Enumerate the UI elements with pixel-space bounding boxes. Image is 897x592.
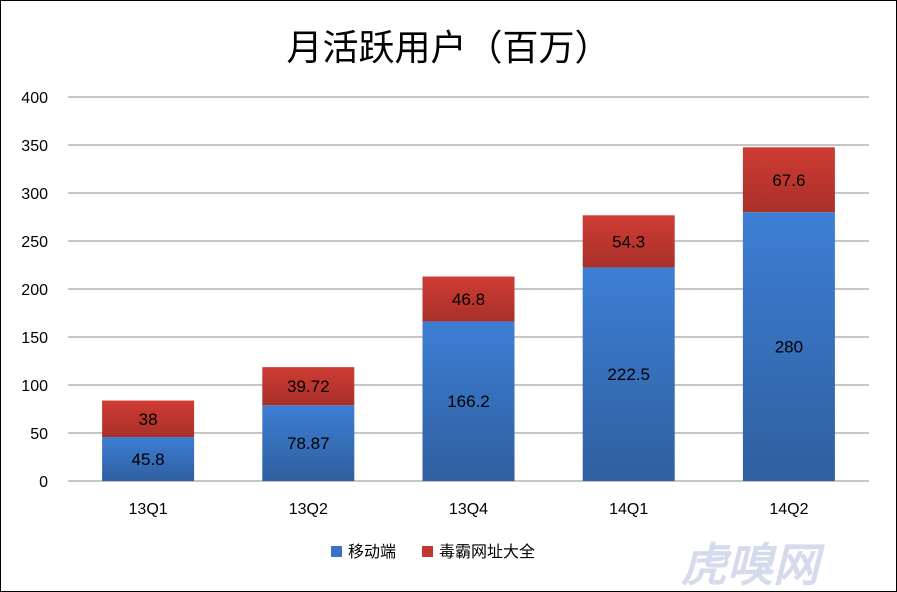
y-tick-label: 400 — [21, 90, 48, 107]
x-tick-label: 13Q2 — [289, 501, 328, 518]
watermark-logo: 虎嗅网 — [681, 538, 825, 591]
data-label: 280 — [775, 338, 803, 357]
data-label: 67.6 — [772, 171, 805, 190]
y-tick-label: 50 — [30, 426, 48, 443]
y-tick-label: 350 — [21, 138, 48, 155]
data-label: 222.5 — [607, 365, 650, 384]
legend-label: 移动端 — [348, 542, 396, 561]
bar-segment — [262, 367, 355, 406]
bar-segment — [262, 405, 355, 481]
y-tick-label: 0 — [39, 474, 48, 491]
legend-swatch — [422, 546, 434, 557]
data-label: 38 — [139, 410, 158, 429]
chart-title: 月活跃用户（百万） — [286, 28, 611, 69]
x-tick-label: 14Q1 — [609, 501, 648, 518]
bar-segment — [422, 276, 515, 322]
legend-label: 毒霸网址大全 — [439, 542, 535, 561]
x-axis: 13Q1 13Q2 13Q4 14Q1 14Q2 — [129, 501, 809, 518]
data-label: 78.87 — [287, 434, 330, 453]
data-label: 46.8 — [452, 290, 485, 309]
bar-segment — [102, 437, 195, 481]
bar-segment — [582, 267, 675, 481]
data-label: 54.3 — [612, 232, 645, 251]
legend: 移动端 毒霸网址大全 — [331, 542, 535, 561]
x-tick-label: 13Q1 — [129, 501, 168, 518]
legend-swatch — [331, 546, 342, 557]
data-label: 166.2 — [447, 392, 490, 411]
bar-segment — [742, 147, 835, 213]
y-tick-label: 200 — [21, 282, 48, 299]
y-tick-label: 100 — [21, 378, 48, 395]
bar-segment — [422, 321, 515, 481]
y-tick-label: 250 — [21, 234, 48, 251]
y-axis: 0 50 100 150 200 250 300 350 400 — [21, 90, 48, 491]
x-tick-label: 13Q4 — [449, 501, 488, 518]
y-tick-label: 300 — [21, 186, 48, 203]
data-label: 39.72 — [287, 377, 330, 396]
data-label: 45.8 — [132, 450, 165, 469]
x-tick-label: 14Q2 — [769, 501, 808, 518]
bar-segment — [582, 215, 675, 268]
bar-segment — [742, 212, 835, 481]
bars: 45.8 38 78.87 39.72 166.2 46.8 222.5 54.3 280 67.… — [102, 147, 835, 481]
bar-segment — [102, 400, 195, 438]
y-tick-label: 150 — [21, 330, 48, 347]
